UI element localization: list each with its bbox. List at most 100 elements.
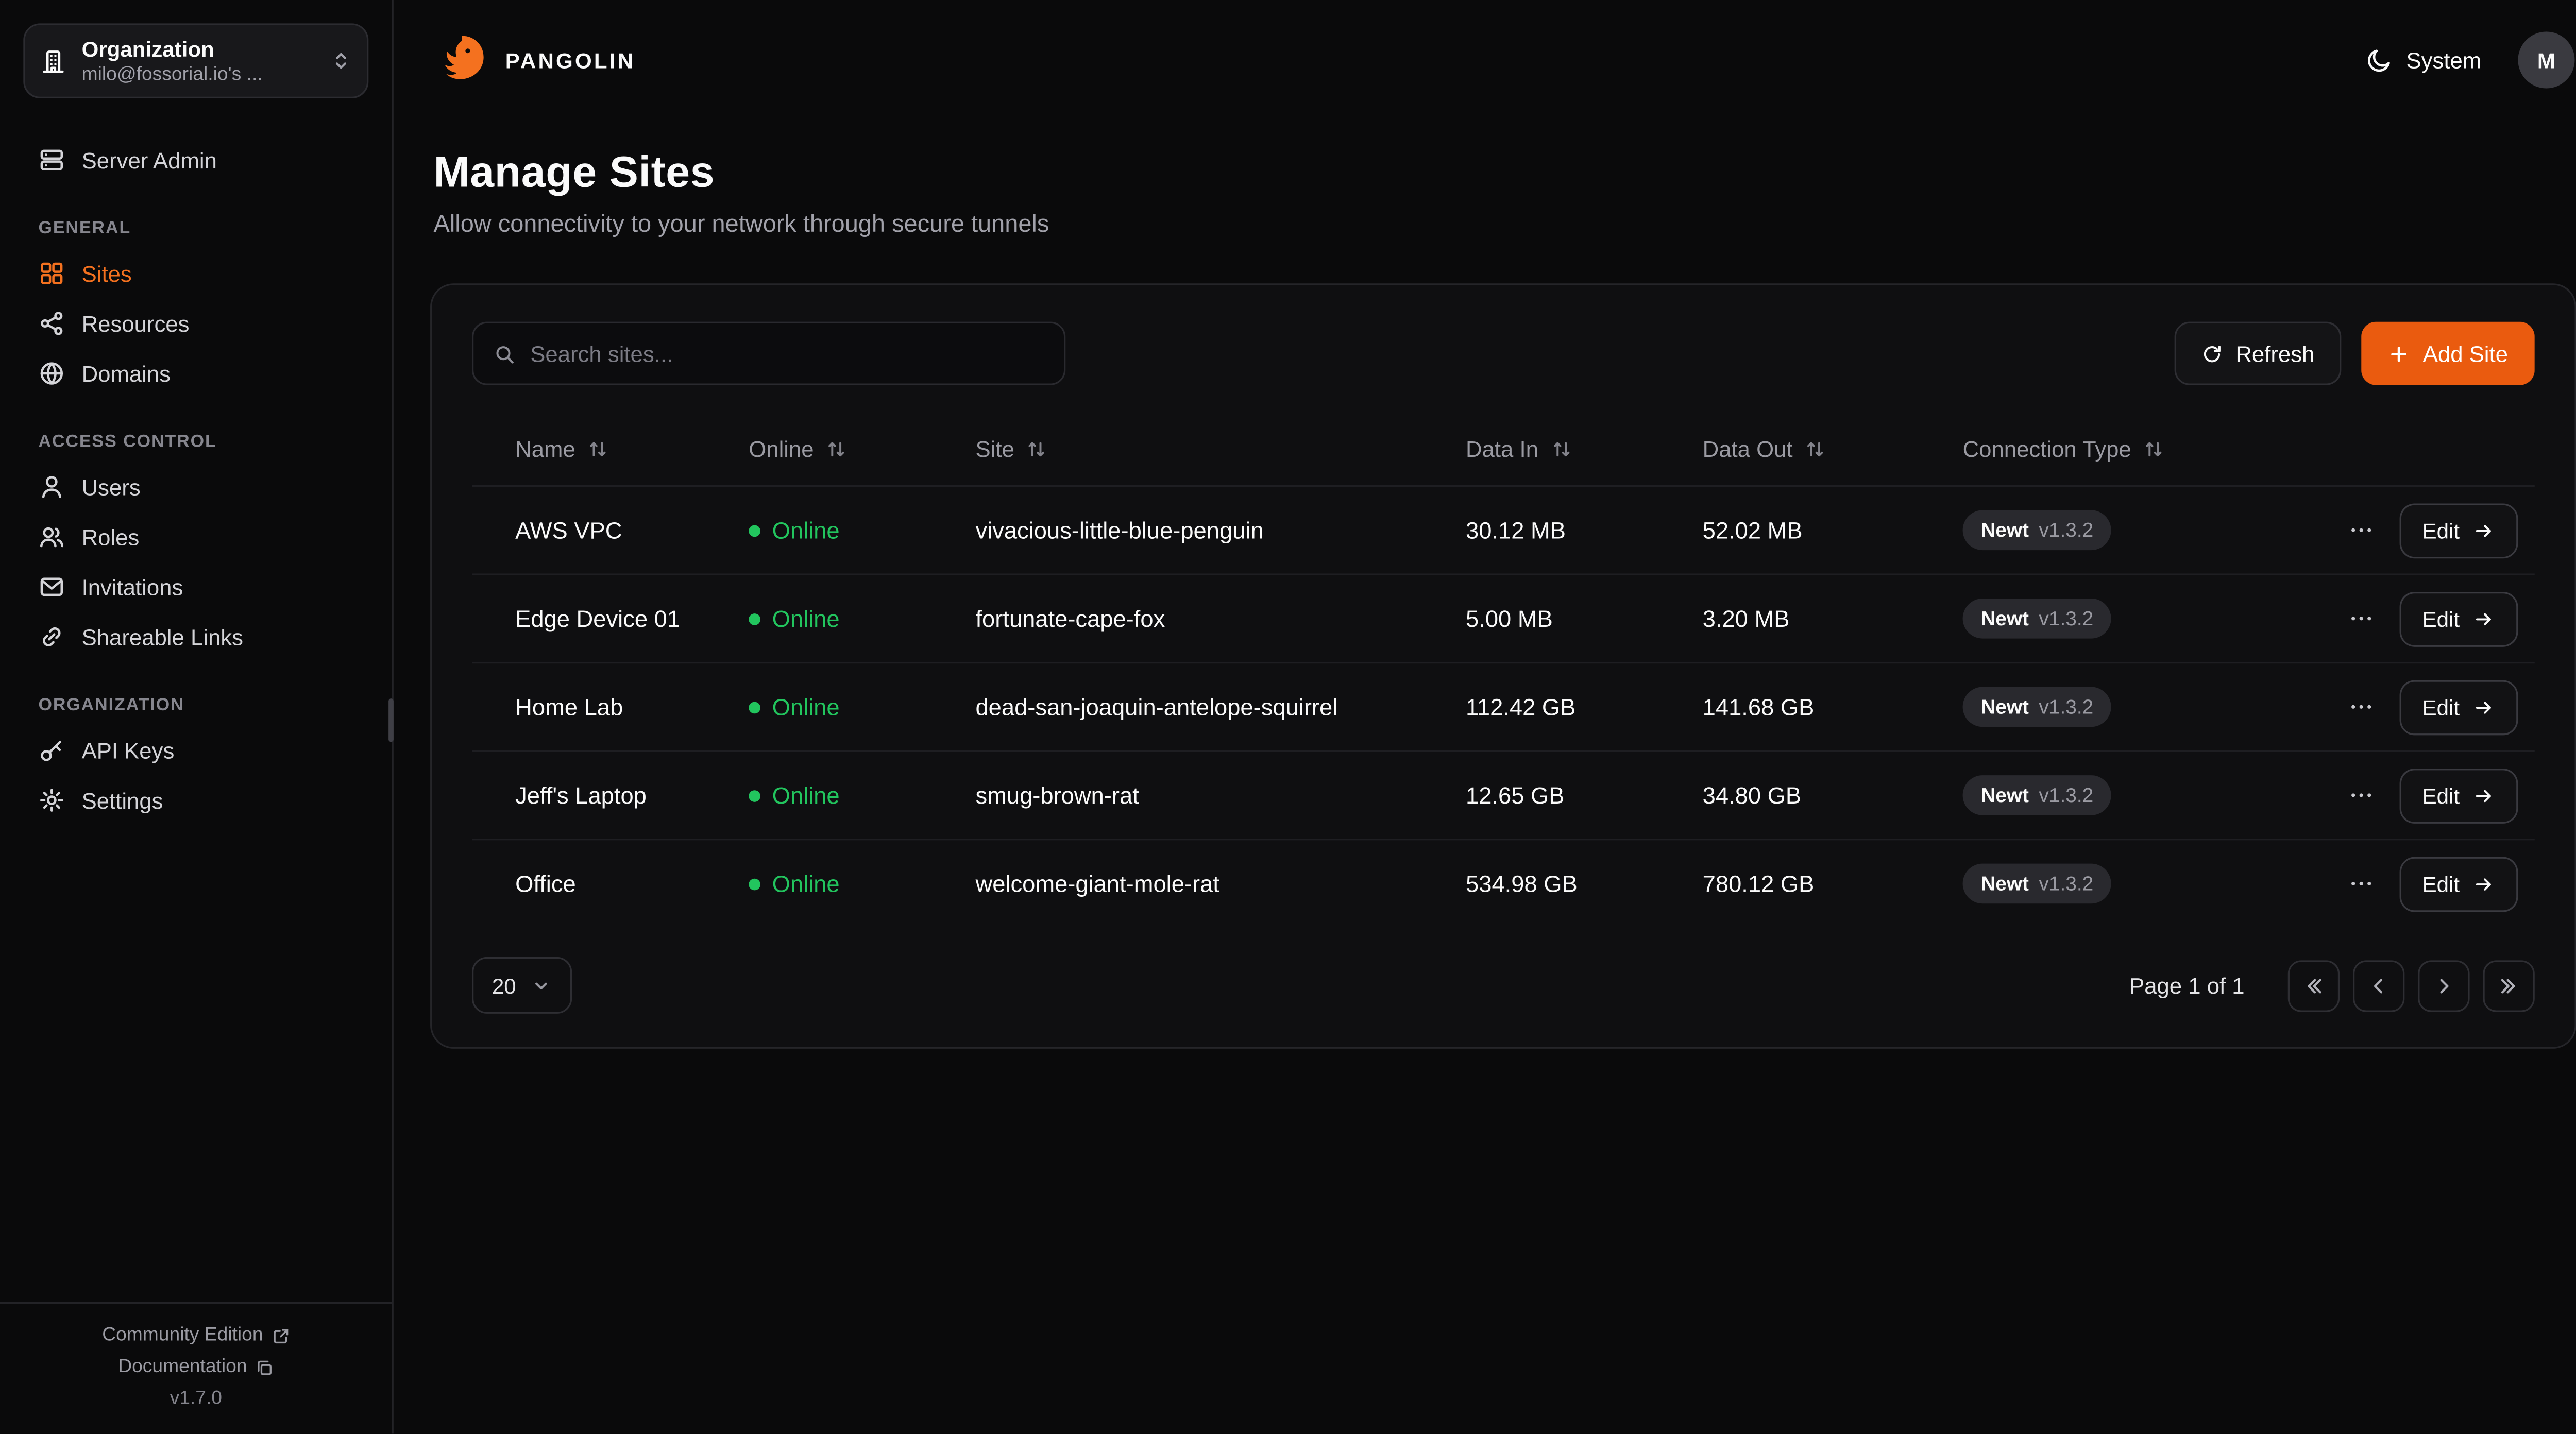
table-header: Name Online Site Data In Data Out [472, 412, 2535, 485]
refresh-icon [2200, 343, 2222, 364]
user-icon [38, 473, 65, 500]
section-label-general: GENERAL [38, 218, 131, 238]
page-subtitle: Allow connectivity to your network throu… [433, 212, 1049, 238]
brand: PANGOLIN [434, 31, 636, 88]
column-label: Site [975, 436, 1014, 461]
topbar: PANGOLIN System M [394, 0, 2576, 120]
avatar[interactable]: M [2518, 31, 2575, 89]
sidebar-item-domains[interactable]: Domains [23, 348, 368, 398]
column-header-data-out[interactable]: Data Out [1703, 436, 1963, 461]
sort-icon [1026, 438, 1047, 459]
sidebar-item-label: Roles [81, 524, 140, 550]
page-head: Manage Sites Allow connectivity to your … [394, 120, 2576, 238]
cell-connection-type: Newt v1.3.2 [1962, 598, 2290, 639]
first-page-button[interactable] [2287, 959, 2340, 1012]
sidebar-item-api-keys[interactable]: API Keys [23, 725, 368, 775]
org-selector[interactable]: Organization milo@fossorial.io's ... [23, 23, 369, 98]
cell-actions: Edit [2290, 591, 2535, 646]
badge-client: Newt [1981, 783, 2029, 807]
table-row: Jeff's Laptop Online smug-brown-rat 12.6… [471, 750, 2535, 839]
next-page-button[interactable] [2418, 959, 2470, 1012]
documentation-link[interactable]: Documentation [118, 1357, 274, 1377]
cell-name: Edge Device 01 [515, 605, 681, 632]
sidebar-item-users[interactable]: Users [23, 462, 368, 512]
section-label-organization: ORGANIZATION [38, 695, 184, 715]
sidebar-item-settings[interactable]: Settings [23, 775, 368, 825]
row-menu-button[interactable] [2347, 782, 2374, 809]
online-label: Online [772, 870, 840, 897]
sidebar-item-sites[interactable]: Sites [23, 248, 368, 298]
pagination: Page 1 of 1 [2129, 959, 2535, 1012]
previous-page-button[interactable] [2352, 959, 2405, 1012]
table-footer: 20 Page 1 of 1 [471, 957, 2535, 1014]
column-header-connection-type[interactable]: Connection Type [1963, 436, 2290, 461]
refresh-button[interactable]: Refresh [2174, 321, 2342, 385]
edit-button[interactable]: Edit [2399, 502, 2518, 558]
online-label: Online [772, 693, 840, 721]
edit-button[interactable]: Edit [2399, 856, 2518, 911]
edit-label: Edit [2422, 871, 2460, 896]
theme-toggle[interactable]: System [2366, 47, 2481, 74]
key-icon [38, 737, 65, 764]
row-menu-button[interactable] [2347, 693, 2374, 720]
column-header-online[interactable]: Online [749, 436, 975, 461]
row-menu-button[interactable] [2347, 605, 2374, 632]
connection-badge: Newt v1.3.2 [1962, 775, 2112, 815]
edit-button[interactable]: Edit [2399, 591, 2518, 646]
cell-online: Online [749, 693, 975, 720]
topbar-right: System M [2366, 31, 2575, 89]
cell-name: AWS VPC [515, 517, 622, 544]
gear-icon [38, 787, 65, 814]
grid-icon [38, 260, 65, 287]
ellipsis-icon [2347, 870, 2374, 897]
cell-data-out: 34.80 GB [1702, 782, 1802, 809]
last-page-button[interactable] [2483, 959, 2535, 1012]
ellipsis-icon [2347, 782, 2374, 809]
edit-button[interactable]: Edit [2399, 679, 2518, 735]
org-selector-texts: Organization milo@fossorial.io's ... [82, 37, 315, 85]
sort-icon [1550, 438, 1572, 459]
sidebar-item-invitations[interactable]: Invitations [23, 562, 368, 612]
arrow-right-icon [2473, 608, 2495, 629]
cell-online: Online [749, 517, 975, 543]
connection-badge: Newt v1.3.2 [1962, 687, 2112, 727]
cell-site: fortunate-cape-fox [975, 605, 1165, 632]
cell-data-out: 141.68 GB [1702, 693, 1815, 721]
sidebar-item-label: API Keys [81, 738, 175, 763]
page-size-select[interactable]: 20 [471, 957, 573, 1014]
sidebar-item-shareable-links[interactable]: Shareable Links [23, 612, 368, 662]
row-menu-button[interactable] [2347, 870, 2374, 897]
cell-connection-type: Newt v1.3.2 [1962, 510, 2290, 551]
badge-client: Newt [1981, 607, 2029, 630]
app-version: v1.7.0 [170, 1389, 222, 1409]
building-icon [40, 47, 67, 74]
connection-badge: Newt v1.3.2 [1962, 598, 2112, 639]
community-edition-label: Community Edition [102, 1325, 263, 1346]
community-edition-link[interactable]: Community Edition [102, 1325, 290, 1345]
main-area: PANGOLIN System M Manage Sites Allow con… [394, 0, 2576, 1434]
search-input[interactable] [530, 340, 1044, 366]
external-link-icon [272, 1326, 290, 1345]
row-menu-button[interactable] [2347, 517, 2374, 543]
sites-card: Refresh Add Site Name Onl [430, 283, 2576, 1049]
sidebar-resize-handle[interactable] [388, 698, 394, 742]
theme-label: System [2406, 47, 2482, 73]
brand-name: PANGOLIN [505, 47, 636, 73]
sidebar-item-server-admin[interactable]: Server Admin [23, 135, 368, 185]
sidebar-item-roles[interactable]: Roles [23, 512, 368, 562]
sidebar: Organization milo@fossorial.io's ... Ser… [0, 0, 394, 1434]
column-header-site[interactable]: Site [975, 436, 1466, 461]
sidebar-item-resources[interactable]: Resources [23, 298, 368, 348]
column-header-data-in[interactable]: Data In [1466, 436, 1703, 461]
arrow-right-icon [2473, 873, 2495, 894]
chevrons-left-icon [2303, 975, 2325, 996]
edit-button[interactable]: Edit [2399, 767, 2518, 823]
column-label: Connection Type [1962, 436, 2131, 461]
badge-client: Newt [1981, 872, 2029, 896]
table-row: Edge Device 01 Online fortunate-cape-fox… [471, 573, 2535, 662]
column-header-name[interactable]: Name [515, 436, 749, 461]
cell-data-in: 534.98 GB [1466, 870, 1578, 897]
sidebar-item-label: Resources [81, 311, 190, 336]
users-icon [38, 523, 65, 550]
add-site-button[interactable]: Add Site [2361, 321, 2535, 385]
